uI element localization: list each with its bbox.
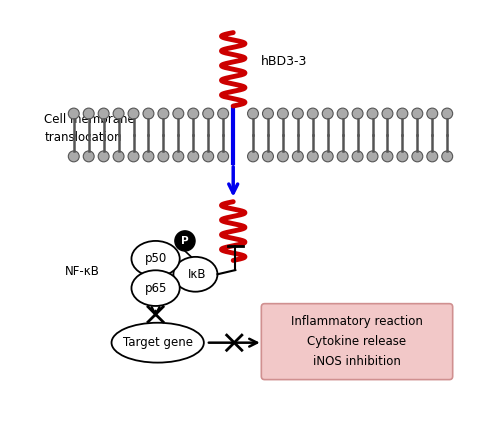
Circle shape (278, 108, 288, 119)
Circle shape (173, 108, 184, 119)
Circle shape (83, 151, 94, 162)
Text: Cell membrane
translocation: Cell membrane translocation (44, 113, 135, 144)
Circle shape (143, 151, 154, 162)
Text: IκB: IκB (188, 268, 206, 281)
Ellipse shape (174, 257, 218, 292)
Ellipse shape (132, 270, 180, 306)
Circle shape (203, 151, 213, 162)
Circle shape (322, 151, 333, 162)
Circle shape (175, 231, 195, 251)
Circle shape (382, 108, 393, 119)
Text: P: P (181, 236, 189, 246)
Circle shape (352, 151, 363, 162)
Text: p65: p65 (144, 282, 167, 295)
Circle shape (337, 108, 348, 119)
Circle shape (83, 108, 94, 119)
Circle shape (412, 151, 423, 162)
FancyBboxPatch shape (262, 304, 452, 380)
Circle shape (367, 108, 378, 119)
Text: hBD3-3: hBD3-3 (260, 56, 307, 69)
Circle shape (397, 151, 408, 162)
Circle shape (292, 108, 304, 119)
Circle shape (412, 108, 423, 119)
Text: p50: p50 (144, 252, 167, 265)
Ellipse shape (132, 241, 180, 277)
Circle shape (427, 108, 438, 119)
Circle shape (68, 108, 79, 119)
Circle shape (98, 108, 109, 119)
Circle shape (113, 151, 124, 162)
Circle shape (218, 108, 228, 119)
Circle shape (427, 151, 438, 162)
Circle shape (218, 151, 228, 162)
Circle shape (308, 108, 318, 119)
Circle shape (173, 151, 184, 162)
Circle shape (352, 108, 363, 119)
Circle shape (442, 108, 452, 119)
Circle shape (128, 108, 139, 119)
Ellipse shape (112, 323, 204, 362)
Circle shape (158, 108, 169, 119)
Circle shape (308, 151, 318, 162)
Circle shape (248, 151, 258, 162)
Circle shape (382, 151, 393, 162)
Circle shape (262, 108, 274, 119)
Circle shape (248, 108, 258, 119)
Text: Target gene: Target gene (122, 336, 192, 349)
Circle shape (367, 151, 378, 162)
Circle shape (188, 151, 198, 162)
Text: NF-κB: NF-κB (64, 265, 100, 278)
Circle shape (397, 108, 408, 119)
Circle shape (292, 151, 304, 162)
Circle shape (337, 151, 348, 162)
Circle shape (98, 151, 109, 162)
Circle shape (113, 108, 124, 119)
Circle shape (442, 151, 452, 162)
Circle shape (128, 151, 139, 162)
Circle shape (68, 151, 79, 162)
Circle shape (188, 108, 198, 119)
Circle shape (322, 108, 333, 119)
Circle shape (203, 108, 213, 119)
Circle shape (262, 151, 274, 162)
Circle shape (158, 151, 169, 162)
Circle shape (278, 151, 288, 162)
Text: Inflammatory reaction
Cytokine release
iNOS inhibition: Inflammatory reaction Cytokine release i… (291, 315, 423, 368)
Circle shape (143, 108, 154, 119)
